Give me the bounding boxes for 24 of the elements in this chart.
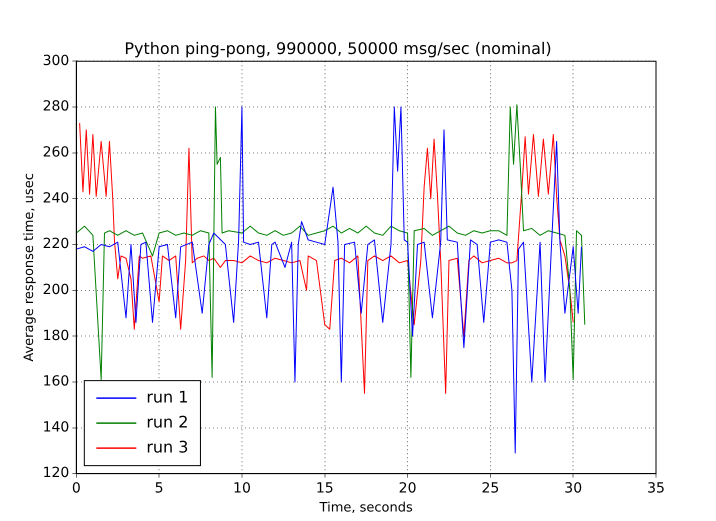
chart-title: Python ping-pong, 990000, 50000 msg/sec (nominal)	[124, 38, 552, 58]
y-tick-label: 220	[42, 236, 70, 252]
y-tick-label: 200	[42, 282, 70, 298]
y-tick-label: 140	[42, 419, 70, 436]
x-tick-label: 10	[233, 480, 251, 497]
x-tick-label: 5	[154, 480, 164, 497]
legend-label: run 1	[146, 387, 188, 406]
x-tick-label: 20	[398, 480, 416, 497]
y-axis-title: Average response time, usec	[22, 173, 38, 362]
y-tick-label: 180	[42, 328, 70, 344]
y-tick-label: 240	[42, 190, 70, 206]
y-tick-label: 120	[42, 465, 70, 482]
y-tick-label: 160	[42, 374, 70, 390]
y-tick-label: 300	[42, 52, 70, 69]
x-axis-title: Time, seconds	[318, 500, 413, 516]
x-tick-label: 30	[564, 480, 582, 497]
y-tick-label: 260	[42, 144, 70, 160]
x-tick-label: 0	[72, 480, 81, 497]
legend-label: run 3	[146, 437, 188, 456]
y-tick-label: 280	[42, 98, 70, 115]
x-tick-label: 35	[647, 480, 665, 497]
x-tick-label: 25	[481, 480, 500, 497]
legend-label: run 2	[146, 412, 188, 432]
x-tick-label: 15	[316, 480, 334, 497]
